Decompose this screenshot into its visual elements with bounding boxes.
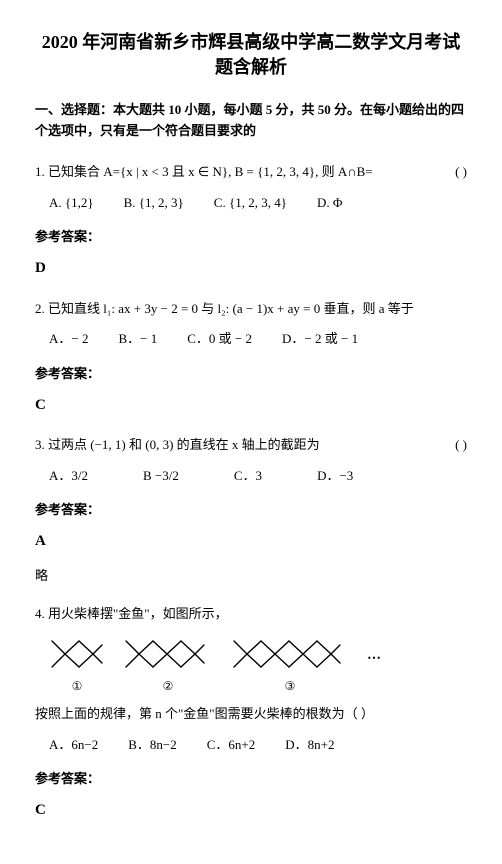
fish-3-label: ③ [285,675,296,698]
fish-3-svg [231,635,349,673]
fish-2-svg [123,635,213,673]
q4-opt-a: A．6n−2 [49,733,98,758]
fish-1-label: ① [72,675,83,698]
q3-note: 略 [35,564,467,589]
q4-answer-label: 参考答案： [35,767,467,792]
fish-dots: ⋯ [367,646,381,687]
q3-paren: ( ) [445,433,467,458]
fish-1: ① [49,635,105,698]
fish-3: ③ [231,635,349,698]
q1-opt-b: B. {1, 2, 3} [124,191,184,216]
q4-opt-d: D．8n+2 [285,733,334,758]
q3-answer: A [35,527,467,556]
q2-answer-label: 参考答案： [35,362,467,387]
question-1: 1. 已知集合 A={x | x < 3 且 x ∈ N}, B = {1, 2… [35,160,467,283]
fish-1-svg [49,635,105,673]
q4-answer: C [35,796,467,825]
question-2: 2. 已知直线 l₁: ax + 3y − 2 = 0 与 l₂: (a − 1… [35,297,467,420]
q1-stem-row: 1. 已知集合 A={x | x < 3 且 x ∈ N}, B = {1, 2… [35,160,467,185]
q3-opt-c: C．3 [234,464,262,489]
page-title: 2020 年河南省新乡市辉县高级中学高二数学文月考试 题含解析 [35,30,467,80]
q3-opt-b: B −3/2 [143,464,179,489]
q1-opt-a: A. {1,2} [49,191,94,216]
q2-options: A．− 2 B．− 1 C．0 或 − 2 D．− 2 或 − 1 [49,327,467,352]
q3-options: A．3/2 B −3/2 C．3 D．−3 [49,464,467,489]
q2-answer: C [35,391,467,420]
section-header: 一、选择题：本大题共 10 小题，每小题 5 分，共 50 分。在每小题给出的四… [35,100,467,142]
q3-opt-d: D．−3 [317,464,353,489]
q2-opt-a: A．− 2 [49,327,88,352]
fish-2-label: ② [163,675,174,698]
q1-opt-c: C. {1, 2, 3, 4} [214,191,287,216]
question-4: 4. 用火柴棒摆"金鱼"，如图所示， ① [35,602,467,824]
q4-opt-c: C．6n+2 [207,733,256,758]
q4-opt-b: B．8n−2 [128,733,177,758]
q1-answer: D [35,254,467,283]
fish-2: ② [123,635,213,698]
q1-options: A. {1,2} B. {1, 2, 3} C. {1, 2, 3, 4} D.… [49,191,467,216]
q4-options: A．6n−2 B．8n−2 C．6n+2 D．8n+2 [49,733,467,758]
q4-stem: 4. 用火柴棒摆"金鱼"，如图所示， [35,602,467,627]
q3-stem: 3. 过两点 (−1, 1) 和 (0, 3) 的直线在 x 轴上的截距为 [35,433,445,458]
q2-stem: 2. 已知直线 l₁: ax + 3y − 2 = 0 与 l₂: (a − 1… [35,297,467,322]
title-line-1: 2020 年河南省新乡市辉县高级中学高二数学文月考试 [35,30,467,55]
q4-stem2: 按照上面的规律，第 n 个"金鱼"图需要火柴棒的根数为（ ） [35,702,467,727]
title-line-2: 题含解析 [35,55,467,80]
question-3: 3. 过两点 (−1, 1) 和 (0, 3) 的直线在 x 轴上的截距为 ( … [35,433,467,588]
q2-opt-d: D．− 2 或 − 1 [282,327,358,352]
q2-opt-c: C．0 或 − 2 [187,327,252,352]
q1-stem: 1. 已知集合 A={x | x < 3 且 x ∈ N}, B = {1, 2… [35,160,445,185]
q1-opt-d: D. Φ [317,191,342,216]
q1-paren: ( ) [445,160,467,185]
q2-opt-b: B．− 1 [118,327,157,352]
q3-answer-label: 参考答案： [35,498,467,523]
q1-answer-label: 参考答案： [35,225,467,250]
q3-stem-row: 3. 过两点 (−1, 1) 和 (0, 3) 的直线在 x 轴上的截距为 ( … [35,433,467,458]
fish-row: ① ② [49,635,467,698]
q3-opt-a: A．3/2 [49,464,88,489]
